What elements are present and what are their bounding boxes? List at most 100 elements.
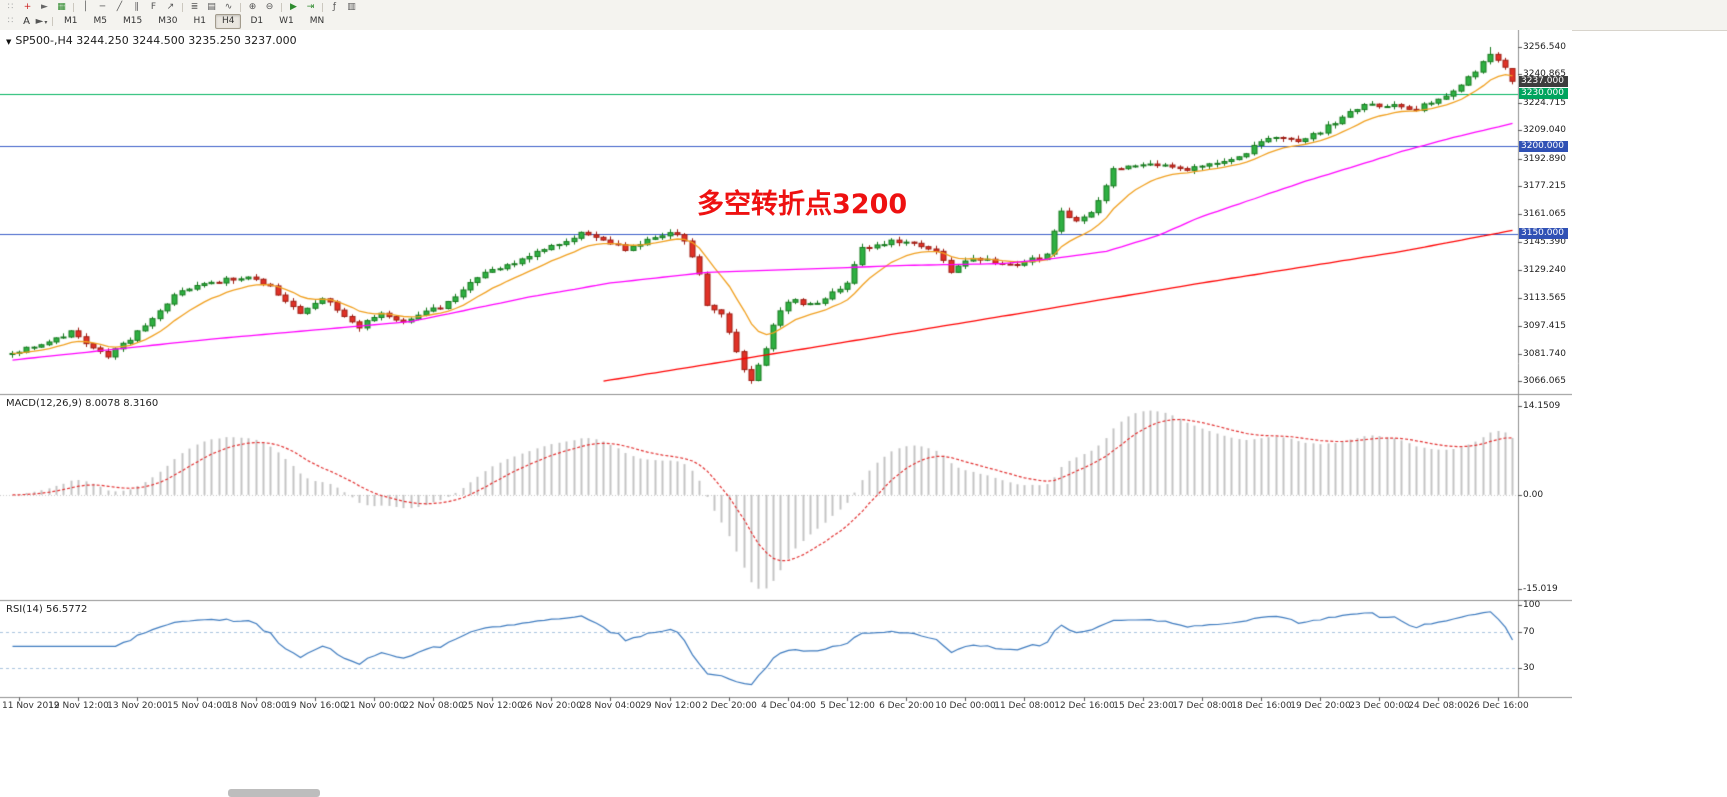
price-axis-label: 3256.540 — [1523, 42, 1566, 52]
line-chart-icon[interactable]: ∿ — [224, 1, 233, 12]
time-axis-label: 11 Nov 2019 — [2, 701, 60, 711]
price-axis-label: 3192.890 — [1523, 153, 1566, 164]
time-axis-label: 25 Nov 12:00 — [462, 701, 523, 711]
chart-title: ▼ SP500-,H4 3244.250 3244.500 3235.250 32… — [6, 34, 297, 47]
macd-axis-label: 14.1509 — [1523, 401, 1561, 412]
price-tag: 3200.000 — [1519, 140, 1568, 152]
new-order-icon[interactable]: ▦ — [57, 1, 66, 12]
toolbar: ∷ + ► ▦ │ ─ ╱ ∥ F ↗ ≣ ▤ ∿ ⊕ ⊖ ▶ ⇥ ƒ ▥ ∷ A ►▾ M1 M5 M15 M30 H1 H4 D1… — [0, 0, 1727, 31]
time-axis-label: 18 Dec 16:00 — [1231, 701, 1292, 711]
toolbar-separator — [73, 2, 74, 12]
dropdown-caret-icon: ▾ — [44, 18, 48, 26]
time-axis-label: 10 Dec 00:00 — [935, 701, 996, 711]
timeframe-h1-button[interactable]: H1 — [193, 16, 206, 26]
vertical-line-icon[interactable]: │ — [82, 1, 89, 12]
time-axis-label: 19 Nov 16:00 — [285, 701, 346, 711]
toolbar-row-icons: ∷ + ► ▦ │ ─ ╱ ∥ F ↗ ≣ ▤ ∿ ⊕ ⊖ ▶ ⇥ ƒ ▥ — [0, 0, 1727, 14]
crosshair-icon[interactable]: + — [23, 1, 32, 12]
timeframe-m15-button[interactable]: M15 — [123, 16, 143, 26]
price-tag: 3230.000 — [1519, 88, 1568, 100]
time-axis-label: 24 Dec 08:00 — [1408, 701, 1469, 711]
timeframe-w1-button[interactable]: W1 — [279, 16, 294, 26]
time-axis-label: 5 Dec 12:00 — [820, 701, 875, 711]
timeframe-mn-button[interactable]: MN — [309, 16, 325, 26]
price-axis-label: 3161.065 — [1523, 209, 1566, 220]
cursor-icon[interactable]: ► — [41, 1, 48, 12]
time-axis-label: 26 Nov 20:00 — [521, 701, 582, 711]
time-axis-label: 15 Nov 04:00 — [167, 701, 228, 711]
price-axis-label: 3081.740 — [1523, 348, 1566, 359]
price-axis-label: 3177.215 — [1523, 181, 1566, 192]
toolbar-drag-handle: ∷ — [7, 1, 14, 12]
price-axis-label: 3066.065 — [1523, 376, 1566, 386]
time-axis-label: 19 Dec 20:00 — [1290, 701, 1351, 711]
price-axis-label: 3224.715 — [1523, 97, 1566, 108]
price-axis-label: 3240.865 — [1523, 69, 1566, 80]
price-axis-label: 3145.390 — [1523, 236, 1566, 247]
toolbar-separator — [182, 2, 183, 12]
candlestick-chart-icon[interactable]: ▤ — [207, 1, 216, 12]
trendline-icon[interactable]: ╱ — [116, 1, 123, 12]
zoom-in-icon[interactable]: ⊕ — [248, 1, 257, 12]
rsi-axis-label: 100 — [1523, 600, 1541, 610]
zoom-out-icon[interactable]: ⊖ — [265, 1, 274, 12]
time-axis-label: 11 Dec 08:00 — [994, 701, 1055, 711]
rsi-axis-label: 70 — [1523, 627, 1535, 637]
toolbar-drag-handle: ∷ — [7, 16, 14, 26]
bar-chart-icon[interactable]: ≣ — [190, 1, 199, 12]
auto-scroll-icon[interactable]: ▶ — [290, 1, 297, 12]
chart-window: ▼ SP500-,H4 3244.250 3244.500 3235.250 32… — [0, 30, 1572, 716]
shapes-tool-button[interactable]: ►▾ — [34, 15, 49, 29]
price-tag: 3150.000 — [1519, 228, 1568, 240]
toolbar-separator — [322, 2, 323, 12]
chart-title-text: SP500-,H4 3244.250 3244.500 3235.250 323… — [15, 34, 297, 47]
macd-label: MACD(12,26,9) 8.0078 8.3160 — [6, 398, 159, 409]
rsi-axis-label: 30 — [1523, 663, 1535, 673]
channel-icon[interactable]: ∥ — [134, 1, 139, 12]
time-axis-label: 28 Nov 04:00 — [580, 701, 641, 711]
text-tool-button[interactable]: A — [23, 16, 30, 27]
time-axis-label: 12 Dec 16:00 — [1054, 701, 1115, 711]
chart-annotation: 多空转折点3200 — [697, 189, 908, 220]
horizontal-line-icon[interactable]: ─ — [99, 1, 106, 12]
fibonacci-icon[interactable]: F — [150, 1, 157, 12]
time-axis-label: 26 Dec 16:00 — [1468, 701, 1529, 711]
chart-shift-icon[interactable]: ⇥ — [306, 1, 315, 12]
toolbar-row-periods: ∷ A ►▾ M1 M5 M15 M30 H1 H4 D1 W1 MN — [0, 14, 1727, 29]
indicators-icon[interactable]: ƒ — [332, 1, 337, 12]
time-axis-label: 22 Nov 08:00 — [403, 701, 464, 711]
taskbar-fragment — [228, 789, 320, 797]
time-axis-label: 29 Nov 12:00 — [640, 701, 701, 711]
timeframe-m1-button[interactable]: M1 — [64, 16, 78, 26]
price-axis-label: 3097.415 — [1523, 321, 1566, 332]
time-axis-label: 6 Dec 20:00 — [879, 701, 934, 711]
time-axis-label: 17 Dec 08:00 — [1172, 701, 1233, 711]
price-axis-label: 3113.565 — [1523, 292, 1566, 303]
macd-axis-label: -15.019 — [1523, 583, 1558, 594]
timeframe-d1-button[interactable]: D1 — [250, 16, 264, 26]
timeframe-h4-button[interactable]: H4 — [214, 14, 242, 29]
toolbar-separator — [240, 2, 241, 12]
price-tag: 3237.000 — [1519, 75, 1568, 87]
timeframe-m30-button[interactable]: M30 — [158, 16, 178, 26]
time-axis-label: 12 Nov 12:00 — [48, 701, 109, 711]
toolbar-separator — [281, 2, 282, 12]
templates-icon[interactable]: ▥ — [347, 1, 356, 12]
rsi-label: RSI(14) 56.5772 — [6, 604, 88, 615]
time-axis-label: 21 Nov 00:00 — [344, 701, 405, 711]
shapes-tool-icon: ► — [35, 15, 44, 27]
macd-axis-label: 0.00 — [1523, 489, 1544, 500]
time-axis-label: 15 Dec 23:00 — [1113, 701, 1174, 711]
time-axis-label: 2 Dec 20:00 — [702, 701, 757, 711]
timeframe-m5-button[interactable]: M5 — [93, 16, 108, 26]
time-axis-label: 23 Dec 00:00 — [1349, 701, 1410, 711]
time-axis-label: 18 Nov 08:00 — [226, 701, 287, 711]
toolbar-separator — [52, 17, 53, 26]
time-axis-label: 13 Nov 20:00 — [107, 701, 168, 711]
price-axis-label: 3129.240 — [1523, 265, 1566, 276]
symbol-dropdown-icon[interactable]: ▼ — [6, 38, 12, 46]
arrows-icon[interactable]: ↗ — [166, 1, 175, 12]
chart-canvas[interactable] — [0, 30, 1572, 716]
price-axis-label: 3209.040 — [1523, 125, 1566, 136]
time-axis-label: 4 Dec 04:00 — [761, 701, 816, 711]
